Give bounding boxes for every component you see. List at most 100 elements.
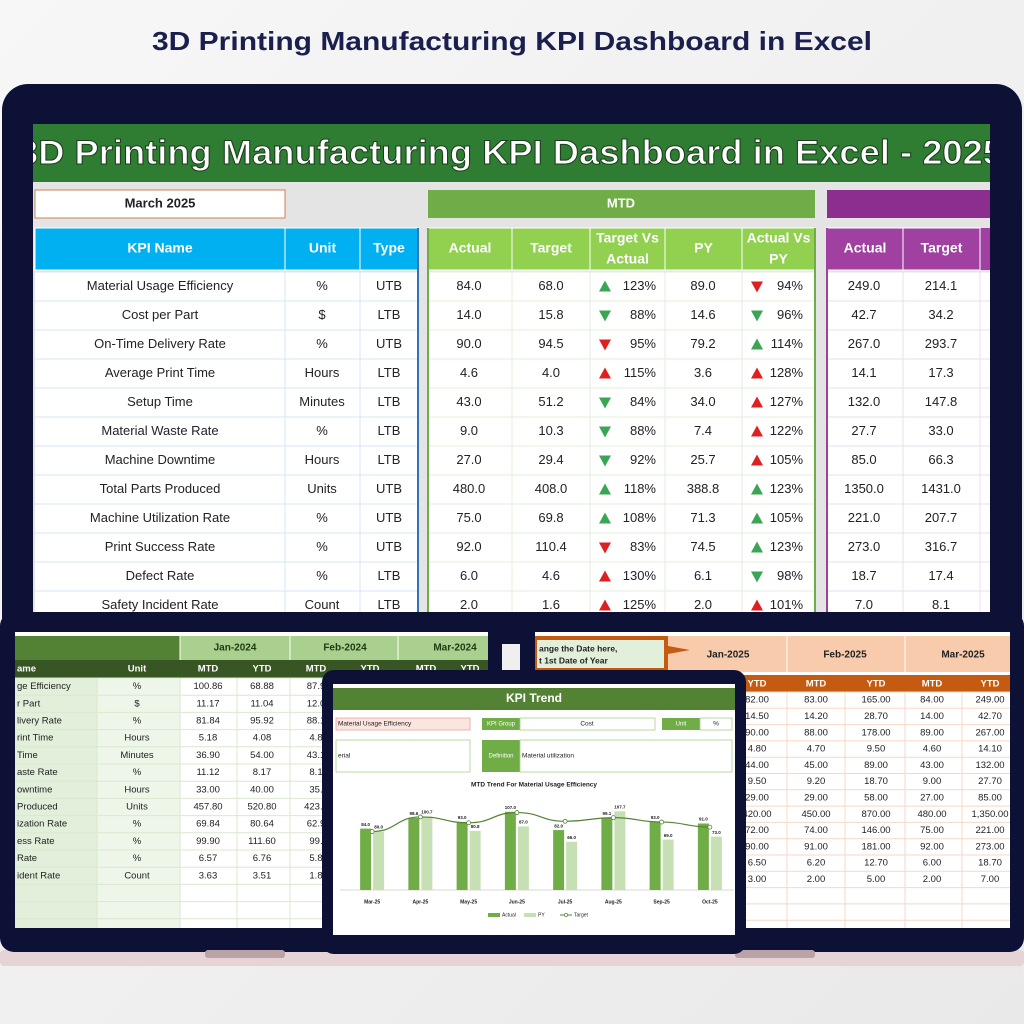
column-header-label: Actual [449,240,492,256]
cell: 43.00 [920,760,944,771]
status-arrow [751,454,763,466]
cell: LTB [378,597,401,612]
cell: $ [134,698,140,709]
cell: % [133,853,142,864]
cell: Hours [305,452,340,467]
month-header: Mar-2024 [433,643,477,654]
cell: UTB [376,278,402,293]
cell: 420.00 [742,809,771,820]
sub-header: MTD [198,664,219,675]
cell: 33.0 [928,423,953,438]
cell: 68.0 [538,278,563,293]
cell: % [133,819,142,830]
cell: 27.0 [456,452,481,467]
cell: 42.70 [978,711,1002,722]
cell: 7.4 [694,423,712,438]
cell: 92.0 [456,539,481,554]
legend-label: PY [538,912,545,918]
sub-header: YTD [361,664,380,675]
cell: % [133,716,142,727]
target-marker [610,815,616,821]
cell: 2.0 [694,597,712,612]
cell: 98% [777,568,803,583]
cell: LTB [378,365,401,380]
data-label: 66.0 [567,835,576,840]
status-arrow [599,542,611,554]
cell: 33.00 [196,784,220,795]
cell: 127% [770,394,804,409]
cell: 423.0 [304,802,328,813]
cell: 81.84 [196,716,220,727]
mtd-table-body [428,272,815,612]
cell: 27.70 [978,776,1002,787]
column-header [359,227,419,271]
cell: % [133,836,142,847]
data-label: 100.7 [421,810,433,815]
cell: 2.0 [460,597,478,612]
legend-swatch [524,913,536,917]
bar [421,816,433,890]
cell: Units [307,481,337,496]
column-header-label: Actual [844,240,887,256]
status-arrow [751,483,763,495]
cell: 6.00 [923,858,942,869]
cell: 293.7 [925,336,958,351]
cell: 18.70 [864,776,888,787]
cell: 14.1 [851,365,876,380]
cell: 18.70 [978,858,1002,869]
cell: Machine Downtime [105,452,216,467]
callout-text: t 1st Date of Year [539,655,609,665]
cell: 181.00 [861,841,890,852]
cell: 221.0 [848,510,881,525]
cell: 6.1 [694,568,712,583]
cell: 68.88 [250,681,274,692]
cell: 10.3 [538,423,563,438]
cell: 84% [630,394,656,409]
bar [504,811,516,890]
row-name: Time [17,750,38,761]
cell: % [316,336,328,351]
cell: 14.00 [920,711,944,722]
column-header [589,227,666,271]
target-marker [369,829,375,834]
cell: 54.00 [250,750,274,761]
cell: 84.0 [456,278,481,293]
data-label: 73.0 [712,830,721,835]
data-label: 80.0 [374,825,383,830]
cell: 25.7 [690,452,715,467]
row-name: Produced [17,802,58,813]
cell: Machine Utilization Rate [90,510,230,525]
cell: 123% [623,278,657,293]
data-label: 98.6 [409,811,418,816]
x-tick-label: Apr-25 [412,899,428,905]
status-arrow [751,281,763,293]
cell: 14.50 [745,711,769,722]
status-arrow [599,280,611,292]
cell: 388.8 [687,481,720,496]
cell: Setup Time [127,394,193,409]
bar [408,817,420,890]
cell: 90.00 [745,841,769,852]
cell: % [316,278,328,293]
status-arrow [599,339,611,351]
cell: UTB [376,481,402,496]
status-arrow [599,483,611,495]
cell: 85.0 [851,452,876,467]
column-header-label: KPI Name [127,240,193,256]
cell: 450.00 [801,809,830,820]
banner-title: 3D Printing Manufacturing KPI Dashboard … [18,134,1003,172]
month-header: Mar-2025 [941,650,985,661]
target-marker [466,820,472,826]
cell: 118% [624,481,657,496]
cell: Material Waste Rate [101,423,218,438]
row-name: ge Efficiency [17,681,71,692]
cell: 87.9 [307,681,326,692]
cell: 132.00 [975,760,1004,771]
column-header-label: Actual Vs PY [747,229,811,266]
sub-header: YTD [461,664,480,675]
cell: 79.2 [690,336,715,351]
bar [566,841,578,890]
ytd-header-more [980,228,990,270]
